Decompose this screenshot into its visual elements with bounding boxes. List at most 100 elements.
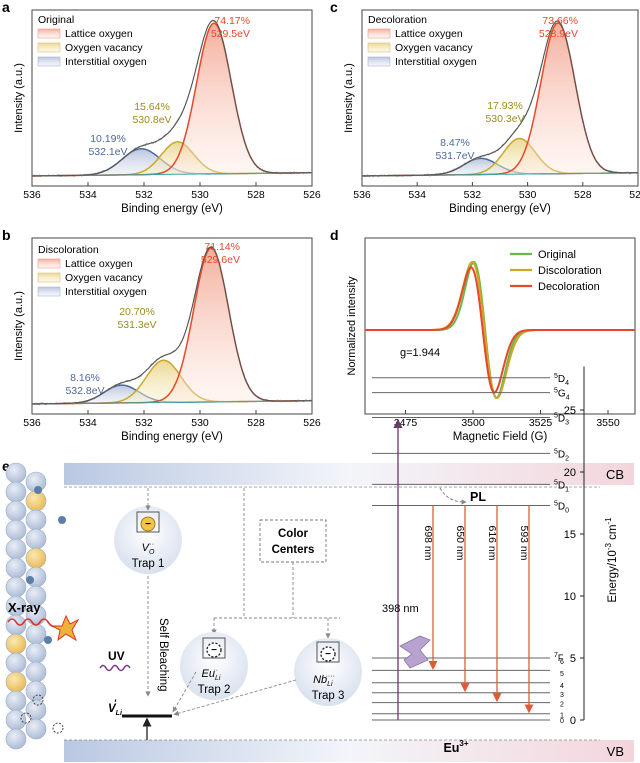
lower-level-sub: 5 xyxy=(560,671,564,678)
legend-title: Decoloration xyxy=(368,14,427,26)
lattice-atom xyxy=(5,576,27,598)
x-ticks: 536 534 532 530 528 526 xyxy=(23,182,321,201)
excitation-label: 398 nm xyxy=(382,603,419,615)
legend-label-original: Original xyxy=(538,249,576,261)
legend-label-interstitial: Interstitial oxygen xyxy=(65,56,147,68)
x-tick-label: 536 xyxy=(23,417,41,429)
lattice-atom xyxy=(5,709,27,731)
panel-a: a Original Lattice oxygen Oxygen vacancy… xyxy=(2,0,321,215)
color-centers-line1: Color xyxy=(278,528,309,540)
x-tick-label: 536 xyxy=(353,189,371,201)
level-sup: 5 xyxy=(554,412,558,419)
peak-percent-vacancy: 20.70% xyxy=(119,306,155,318)
epr-line-decoloration xyxy=(365,266,635,394)
legend-swatch-interstitial xyxy=(37,286,61,297)
level-sub: 4 xyxy=(565,380,569,387)
peak-fill-interstitial xyxy=(32,385,312,404)
electron-dot xyxy=(34,486,42,494)
trapped-electron-icon xyxy=(320,646,336,662)
electron-minus: − xyxy=(325,649,331,660)
y-axis-label: Intensity (a.u.) xyxy=(13,63,25,133)
lattice-atom xyxy=(25,547,47,569)
lattice-atom xyxy=(5,633,27,655)
trap1-well xyxy=(136,511,160,533)
x-tick-label: 534 xyxy=(79,189,97,201)
x-tick-label: 3500 xyxy=(461,417,485,429)
lattice-atom xyxy=(5,671,27,693)
lattice-atom xyxy=(5,557,27,579)
lattice-atom xyxy=(5,652,27,674)
legend-label-lattice: Lattice oxygen xyxy=(65,28,133,40)
emission-label: 593 nm xyxy=(518,525,530,560)
y-axis-label: Intensity (a.u.) xyxy=(343,63,355,133)
vli-main: V xyxy=(108,703,117,715)
peak-percent-vacancy: 17.93% xyxy=(487,100,523,112)
g-factor-annotation: g=1.944 xyxy=(400,347,440,359)
energy-level-label: 5D2 xyxy=(554,448,569,462)
excitation-lightning-icon xyxy=(399,635,431,669)
peak-energy-interstitial: 532.1eV xyxy=(88,146,127,158)
level-sub: 3 xyxy=(565,419,569,426)
panel-letter-b: b xyxy=(2,227,11,243)
vb-label: VB xyxy=(607,744,624,759)
legend: Decoloration Lattice oxygen Oxygen vacan… xyxy=(367,14,477,68)
xps-curves xyxy=(31,19,313,178)
level-sub: 1 xyxy=(565,486,569,493)
legend-swatch-lattice xyxy=(37,28,61,39)
peak-energy-vacancy: 531.3eV xyxy=(117,319,156,331)
xray-impact-icon xyxy=(51,614,80,642)
peak-energy-lattice: 528.9eV xyxy=(539,28,578,40)
lattice-atom xyxy=(5,614,27,636)
color-centers-line2: Centers xyxy=(272,544,315,556)
x-ticks: 536 534 532 530 528 526 xyxy=(353,182,640,201)
trap1-species-sub: O xyxy=(149,549,155,556)
peak-percent-lattice: 71.14% xyxy=(204,241,240,253)
envelope-line xyxy=(32,246,312,405)
peak-energy-lattice: 529.5eV xyxy=(211,28,250,40)
lattice-atom xyxy=(5,481,27,503)
trap3-species-main: Nb xyxy=(313,674,327,686)
panel-letter-c: c xyxy=(330,0,338,15)
energy-tick-label: 0 xyxy=(570,715,576,727)
panel-letter-d: d xyxy=(330,227,339,243)
trap3-label: Trap 3 xyxy=(312,690,345,702)
emission-label: 616 nm xyxy=(486,525,498,560)
energy-axis-label: Energy/10-3 cm-1 xyxy=(604,517,619,603)
lower-level-sub: 3 xyxy=(560,692,564,699)
level-sub: 2 xyxy=(565,455,569,462)
x-tick-label: 3550 xyxy=(596,417,620,429)
level-main: D xyxy=(558,480,565,491)
lattice-atom xyxy=(5,500,27,522)
xps-curves xyxy=(31,245,313,406)
legend-label-lattice: Lattice oxygen xyxy=(65,258,133,270)
panel-letter-e: e xyxy=(2,458,10,474)
legend-label-vacancy: Oxygen vacancy xyxy=(395,42,473,54)
peak-percent-interstitial: 8.16% xyxy=(70,372,100,384)
legend-swatch-interstitial xyxy=(37,56,61,67)
legend-swatch-vacancy xyxy=(367,42,391,53)
trap1-species: VO·· xyxy=(142,541,155,556)
x-tick-label: 528 xyxy=(247,417,265,429)
hole-icon xyxy=(32,694,44,706)
x-ticks: 536 534 532 530 528 526 xyxy=(23,410,321,429)
lattice-atom xyxy=(25,718,47,740)
cb-label: CB xyxy=(606,467,624,482)
x-ticks: 3475 3500 3525 3550 xyxy=(394,410,620,429)
lattice-atom xyxy=(5,538,27,560)
lower-level-sub: 1 xyxy=(560,712,564,719)
x-tick-label: 532 xyxy=(464,189,482,201)
level-main: F xyxy=(558,653,564,663)
energy-tick-label: 20 xyxy=(564,467,576,479)
level-main: D xyxy=(558,449,565,460)
crystal-lattice xyxy=(5,462,66,750)
lower-level-sub: 4 xyxy=(560,683,564,690)
peak-percent-lattice: 73.66% xyxy=(542,15,578,27)
xps-curves xyxy=(361,20,639,178)
energy-level-label: 5G4 xyxy=(554,388,570,402)
trap2-species-sup: ·· xyxy=(213,667,218,674)
peak-percent-interstitial: 8.47% xyxy=(440,137,470,149)
level-sub: 4 xyxy=(566,395,570,402)
legend: Original Lattice oxygen Oxygen vacancy I… xyxy=(37,14,147,68)
trap3-species-sup: ···· xyxy=(326,673,335,680)
x-axis-label: Binding energy (eV) xyxy=(121,203,223,215)
